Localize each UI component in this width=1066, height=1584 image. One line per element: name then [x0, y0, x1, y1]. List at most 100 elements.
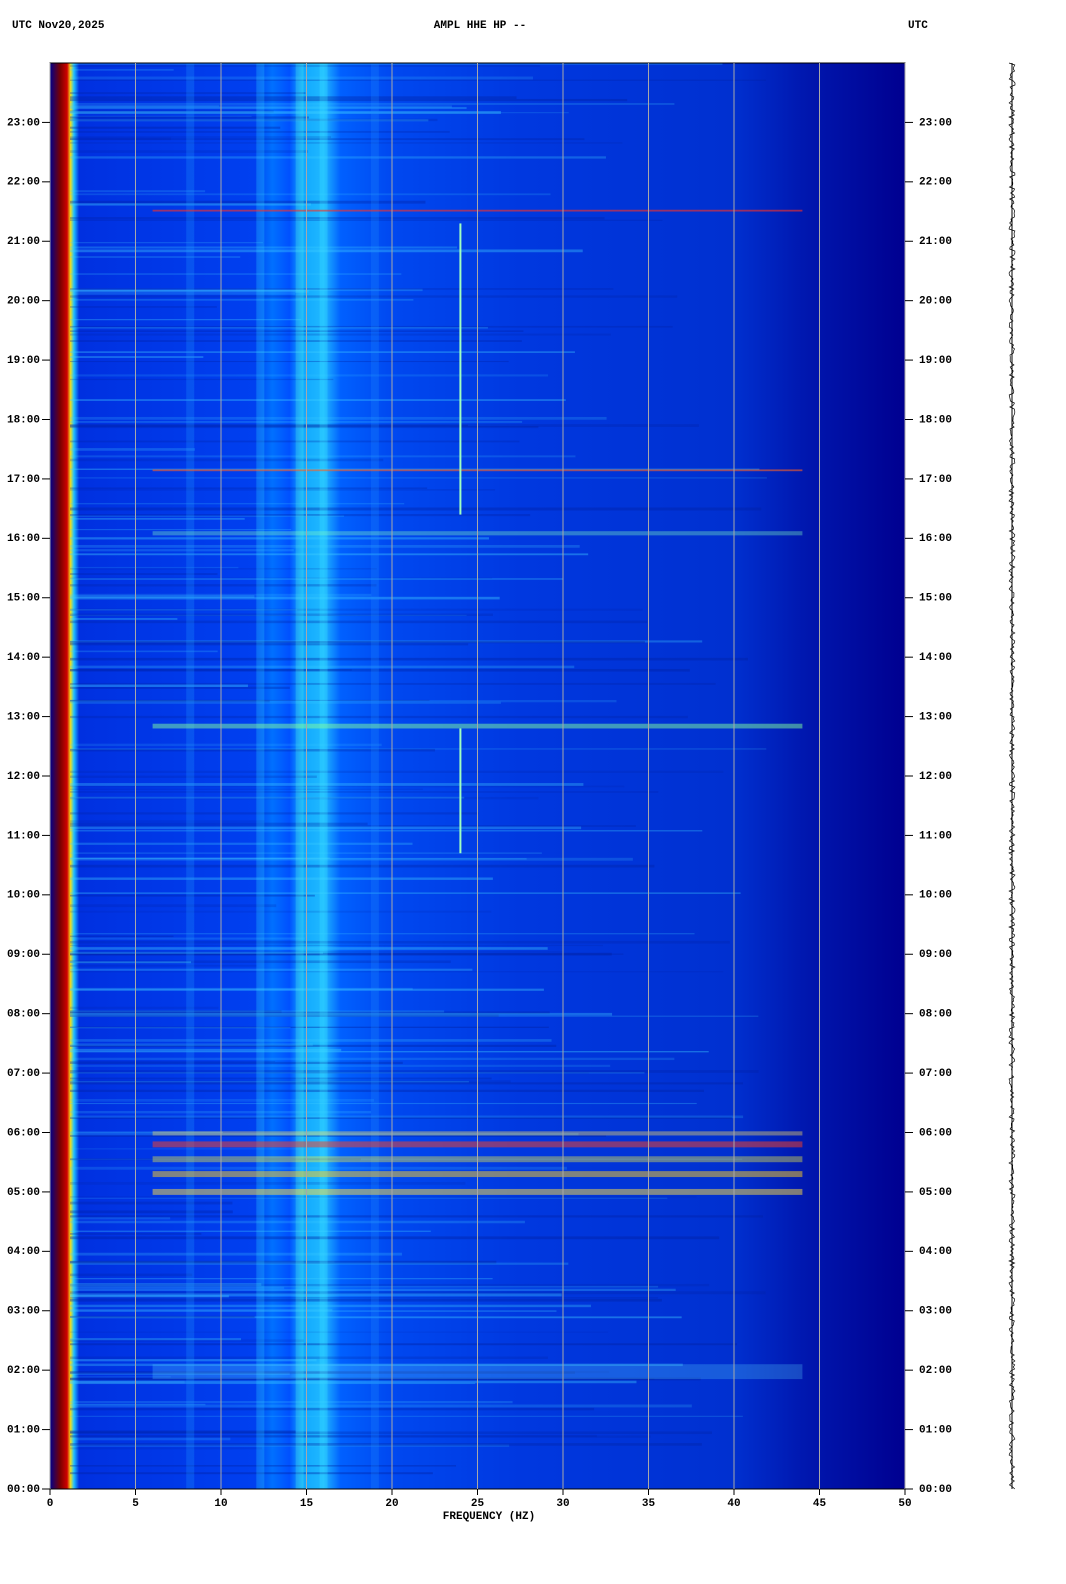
texture-streak	[70, 79, 767, 81]
texture-streak	[70, 614, 467, 617]
y-tick-label: 23:00	[7, 117, 40, 129]
texture-streak	[70, 852, 542, 854]
texture-streak	[70, 549, 294, 552]
texture-streak	[70, 1236, 720, 1240]
texture-streak	[70, 426, 539, 429]
texture-streak	[70, 318, 302, 321]
texture-band	[256, 63, 265, 1489]
texture-streak	[70, 424, 468, 427]
x-tick-label: 40	[727, 1498, 740, 1510]
x-tick-label: 15	[300, 1498, 314, 1510]
y-tick-label-right: 12:00	[919, 771, 952, 783]
texture-streak	[70, 190, 206, 193]
texture-streak	[70, 596, 500, 600]
texture-streak	[70, 822, 368, 826]
texture-streak	[70, 1102, 697, 1105]
texture-streak	[70, 1431, 712, 1435]
y-tick-label: 12:00	[7, 771, 40, 783]
texture-streak	[70, 1288, 676, 1291]
y-tick-label: 07:00	[7, 1068, 40, 1080]
texture-streak	[70, 156, 606, 159]
texture-streak	[70, 1252, 402, 1256]
texture-streak	[70, 961, 192, 964]
texture-streak	[70, 1082, 744, 1085]
texture-streak	[70, 219, 663, 221]
seismogram-wiggle	[1008, 62, 1016, 1490]
texture-streak	[70, 1310, 557, 1312]
texture-streak	[70, 217, 605, 220]
texture-streak	[70, 669, 352, 671]
texture-streak	[70, 1380, 185, 1384]
texture-streak	[70, 295, 678, 298]
y-tick-label-right: 19:00	[919, 355, 952, 367]
y-tick-label: 20:00	[7, 296, 40, 308]
texture-streak	[70, 333, 611, 336]
texture-streak	[70, 620, 648, 624]
y-tick-label-right: 14:00	[919, 652, 952, 664]
y-tick-label: 11:00	[7, 830, 40, 842]
texture-streak	[70, 327, 488, 329]
texture-streak	[70, 940, 730, 944]
texture-streak	[70, 640, 645, 644]
x-tick-label: 30	[556, 1498, 569, 1510]
texture-streak	[70, 609, 298, 611]
texture-streak	[70, 1278, 493, 1280]
texture-streak	[70, 668, 690, 672]
texture-streak	[70, 1331, 609, 1333]
texture-streak	[70, 515, 344, 517]
texture-streak	[70, 1286, 285, 1290]
y-tick-label-right: 22:00	[919, 177, 952, 189]
texture-streak	[70, 1010, 445, 1013]
texture-streak	[70, 116, 309, 119]
x-tick-label: 50	[898, 1498, 911, 1510]
texture-streak	[70, 1201, 233, 1205]
texture-streak	[70, 374, 549, 377]
texture-streak	[70, 577, 493, 579]
texture-streak	[70, 1447, 263, 1450]
texture-streak	[70, 770, 724, 773]
texture-streak	[70, 1316, 682, 1319]
texture-streak	[70, 640, 703, 643]
texture-streak	[70, 242, 263, 244]
texture-streak	[70, 399, 566, 401]
y-tick-label: 00:00	[7, 1484, 40, 1496]
texture-streak	[70, 136, 332, 139]
texture-streak	[70, 1371, 575, 1374]
y-tick-label-right: 13:00	[919, 711, 952, 723]
texture-streak	[70, 699, 270, 703]
texture-streak	[70, 1363, 683, 1367]
y-tick-label-right: 16:00	[919, 533, 952, 545]
y-tick-label: 16:00	[7, 533, 40, 545]
texture-streak	[70, 785, 625, 788]
texture-streak	[70, 1378, 655, 1380]
texture-streak	[70, 686, 290, 689]
y-tick-label-right: 17:00	[919, 474, 952, 486]
texture-streak	[70, 150, 309, 153]
texture-streak	[70, 273, 402, 276]
texture-streak	[70, 657, 748, 661]
texture-streak	[70, 537, 489, 540]
texture-streak	[70, 96, 517, 99]
y-tick-label-right: 07:00	[919, 1068, 952, 1080]
texture-streak	[70, 1026, 549, 1028]
texture-streak	[70, 1273, 193, 1277]
texture-streak	[70, 953, 624, 955]
texture-streak	[70, 1356, 548, 1359]
texture-streak	[70, 126, 281, 129]
y-tick-label: 03:00	[7, 1306, 40, 1318]
texture-streak	[70, 293, 296, 295]
texture-streak	[70, 246, 458, 249]
x-tick-label: 10	[214, 1498, 227, 1510]
texture-streak	[70, 960, 451, 964]
y-tick-label-right: 10:00	[919, 890, 952, 902]
texture-streak	[70, 894, 315, 897]
texture-streak	[70, 748, 307, 750]
texture-streak	[70, 951, 324, 955]
texture-streak	[70, 299, 414, 301]
y-tick-label-right: 21:00	[919, 236, 952, 248]
texture-streak	[70, 892, 741, 894]
texture-streak	[70, 748, 436, 752]
texture-streak	[70, 65, 541, 67]
texture-streak	[70, 1044, 557, 1047]
texture-streak	[70, 820, 265, 823]
